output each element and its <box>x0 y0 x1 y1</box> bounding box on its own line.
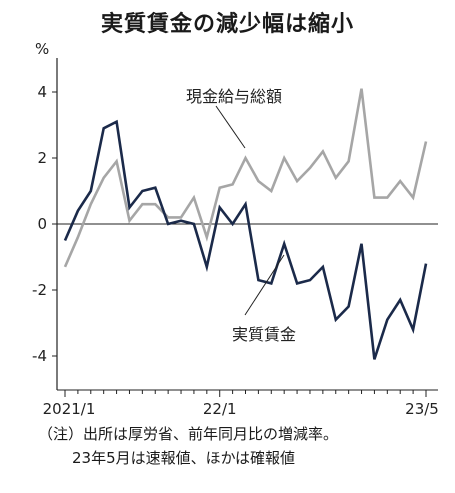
series-line-1 <box>63 88 428 268</box>
chart-title: 実質賃金の減少幅は縮小 <box>100 12 354 37</box>
x-tick-label: 22/1 <box>203 400 237 418</box>
footnote-line-2: 23年5月は速報値、ほかは確報値 <box>72 449 296 467</box>
footnote: （注）出所は厚労省、前年同月比の増減率。 23年5月は速報値、ほかは確報値 <box>38 422 338 470</box>
y-tick-label: 0 <box>37 215 47 233</box>
y-tick-label: -4 <box>32 347 47 365</box>
series-label-1: 現金給与総額 <box>186 87 282 106</box>
y-tick-label: -2 <box>32 281 47 299</box>
series-label-leader-2 <box>244 254 285 316</box>
series-label-leader-1 <box>215 105 246 149</box>
y-axis-unit: % <box>35 40 49 58</box>
y-tick-label: 2 <box>37 149 47 167</box>
series-lines <box>63 88 428 360</box>
tick-labels: % 4 2 0 -2 -4 2021/1 22/1 23/5 <box>32 40 439 418</box>
footnote-line-1: （注）出所は厚労省、前年同月比の増減率。 <box>38 425 339 443</box>
x-tick-label: 23/5 <box>405 400 439 418</box>
series-label-2: 実質賃金 <box>232 325 296 344</box>
axes <box>52 58 438 397</box>
series-line-2 <box>63 119 428 360</box>
x-tick-label: 2021/1 <box>43 400 96 418</box>
y-tick-label: 4 <box>37 83 47 101</box>
